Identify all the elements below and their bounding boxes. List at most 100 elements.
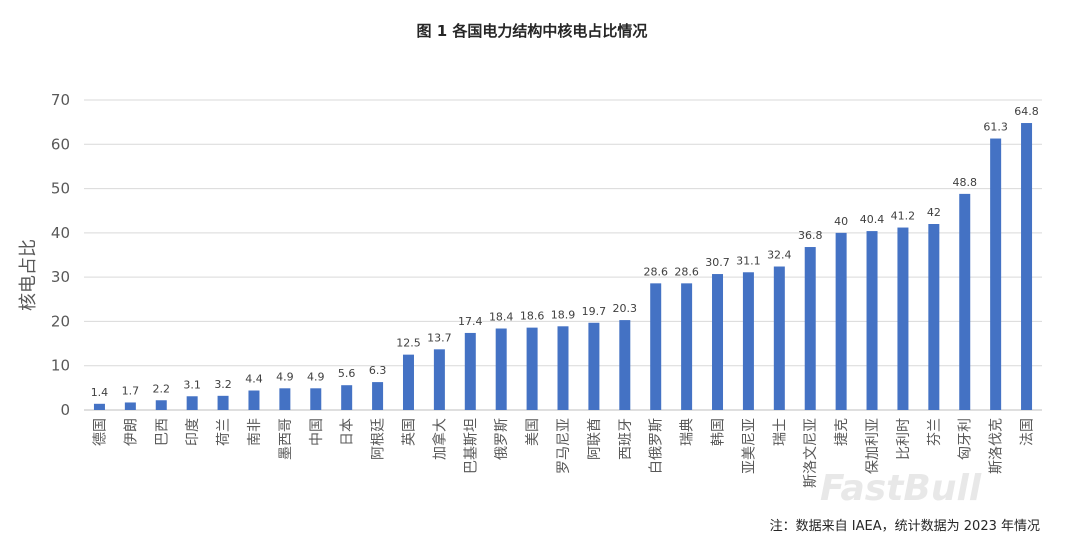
bar	[990, 138, 1002, 410]
bar	[372, 382, 384, 410]
data-label: 42	[927, 206, 941, 219]
y-tick-label: 30	[51, 268, 70, 286]
bar	[959, 193, 971, 410]
bar	[433, 349, 445, 410]
data-label: 6.3	[369, 364, 387, 377]
y-tick-label: 40	[51, 224, 70, 242]
data-label: 17.4	[458, 315, 483, 328]
x-tick-label: 匈牙利	[958, 418, 974, 460]
data-label: 20.3	[613, 302, 638, 315]
x-tick-label: 西班牙	[618, 418, 634, 460]
bar	[681, 283, 693, 410]
x-tick-label: 阿联酋	[586, 418, 603, 460]
watermark: FastBull	[820, 468, 982, 509]
bar	[526, 327, 538, 410]
x-tick-label: 韩国	[711, 418, 727, 446]
data-label: 32.4	[767, 249, 792, 262]
x-tick-label: 荷兰	[216, 418, 232, 446]
bar	[619, 320, 631, 410]
x-tick-label: 加拿大	[431, 418, 448, 460]
data-label: 28.6	[643, 265, 668, 278]
source-note: 注：数据来自 IAEA，统计数据为 2023 年情况	[770, 519, 1040, 534]
bar	[897, 227, 909, 410]
bar	[464, 332, 476, 410]
bar	[186, 396, 198, 410]
bar	[155, 400, 167, 410]
data-label: 13.7	[427, 331, 452, 344]
bar	[712, 274, 724, 410]
y-tick-label: 0	[60, 401, 70, 419]
x-tick-label: 芬兰	[927, 418, 943, 446]
x-tick-label: 日本	[340, 418, 356, 446]
data-label: 5.6	[338, 367, 356, 380]
data-label: 64.8	[1014, 105, 1039, 118]
data-label: 48.8	[952, 176, 977, 189]
data-label: 18.4	[489, 311, 514, 324]
data-label: 31.1	[736, 254, 761, 267]
x-tick-label: 保加利亚	[865, 418, 881, 474]
bar	[557, 326, 569, 410]
data-label: 4.4	[245, 373, 263, 386]
data-label: 1.7	[122, 384, 140, 397]
data-label: 19.7	[582, 305, 607, 318]
data-label: 18.9	[551, 308, 576, 321]
x-tick-label: 巴基斯坦	[462, 418, 479, 474]
data-label: 61.3	[983, 121, 1008, 134]
bar	[804, 247, 816, 410]
data-label: 28.6	[674, 265, 699, 278]
x-tick-label: 瑞典	[680, 418, 696, 446]
bar	[866, 231, 878, 410]
bar	[1021, 123, 1033, 411]
x-tick-label: 南非	[247, 418, 263, 446]
x-tick-label: 中国	[309, 418, 325, 446]
bar	[650, 283, 662, 410]
x-tick-label: 捷克	[834, 418, 850, 446]
x-tick-label: 印度	[185, 418, 201, 446]
data-label: 4.9	[276, 370, 294, 383]
data-label: 40.4	[860, 213, 885, 226]
bar	[928, 224, 940, 410]
data-label: 30.7	[705, 256, 730, 269]
bar	[217, 395, 229, 410]
bar	[124, 402, 136, 410]
bar	[495, 328, 507, 410]
y-tick-label: 70	[51, 91, 70, 109]
x-tick-label: 斯洛文尼亚	[803, 418, 819, 488]
data-label: 3.2	[214, 378, 232, 391]
x-tick-label: 亚美尼亚	[741, 418, 757, 474]
x-tick-label: 瑞士	[772, 418, 788, 446]
bar	[279, 388, 291, 410]
x-tick-label: 俄罗斯	[494, 418, 510, 460]
x-tick-label: 罗马尼亚	[556, 418, 572, 474]
x-tick-label: 墨西哥	[278, 418, 294, 460]
data-label: 40	[834, 215, 848, 228]
bar	[310, 388, 322, 410]
data-label: 18.6	[520, 310, 545, 323]
x-tick-label: 阿根廷	[371, 418, 387, 460]
x-tick-label: 德国	[92, 418, 108, 446]
data-label: 1.4	[91, 386, 109, 399]
data-label: 2.2	[153, 382, 171, 395]
x-tick-label: 斯洛伐克	[989, 418, 1005, 474]
x-tick-label: 伊朗	[123, 418, 139, 446]
y-tick-label: 20	[51, 312, 70, 330]
x-tick-label: 英国	[400, 418, 417, 446]
data-label: 41.2	[891, 210, 916, 223]
x-tick-label: 白俄罗斯	[649, 418, 665, 474]
bar	[773, 266, 785, 410]
bar	[93, 403, 105, 410]
data-label: 3.1	[183, 378, 201, 391]
bar	[402, 354, 414, 410]
x-tick-label: 法国	[1020, 418, 1036, 446]
y-tick-label: 50	[51, 180, 70, 198]
data-label: 36.8	[798, 229, 823, 242]
bar	[835, 232, 847, 410]
x-tick-label: 巴西	[154, 418, 170, 446]
bar	[341, 385, 353, 410]
data-label: 12.5	[396, 337, 421, 350]
data-label: 4.9	[307, 370, 325, 383]
bar	[248, 390, 260, 410]
bar	[588, 322, 600, 410]
chart-title: 图 1 各国电力结构中核电占比情况	[417, 22, 648, 40]
